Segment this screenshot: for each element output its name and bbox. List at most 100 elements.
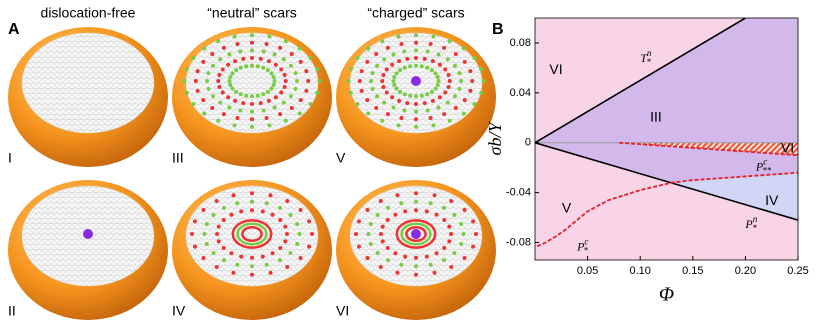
defect <box>462 255 467 260</box>
defect <box>375 63 380 68</box>
defect <box>431 123 436 128</box>
defect <box>239 254 244 259</box>
image-label: V <box>336 150 346 166</box>
column-title: “neutral” scars <box>207 5 296 21</box>
defect <box>414 255 418 260</box>
defect <box>260 209 265 214</box>
y-tick-label: 0.08 <box>510 37 531 49</box>
defect <box>414 272 418 277</box>
defect <box>414 199 418 204</box>
defect <box>273 95 278 100</box>
y-tick-label: -0.04 <box>506 187 531 199</box>
defect <box>386 205 391 210</box>
defect <box>434 212 439 217</box>
defect <box>385 45 390 50</box>
defect <box>433 71 438 76</box>
defect-ring <box>400 222 432 246</box>
defect <box>375 213 380 218</box>
defect <box>310 232 314 236</box>
defect <box>228 82 233 87</box>
defect <box>374 106 379 111</box>
defect <box>216 118 221 123</box>
defect <box>472 56 477 61</box>
defect <box>285 198 290 203</box>
defect <box>222 205 227 210</box>
defect <box>298 59 303 64</box>
defect <box>394 86 399 91</box>
defect <box>264 201 269 206</box>
defect <box>270 212 275 217</box>
defect <box>250 124 254 129</box>
image-label: VI <box>336 303 349 319</box>
y-axis-label: σb/Y <box>485 121 505 156</box>
defect <box>239 209 244 214</box>
defect <box>216 39 221 44</box>
region-label: III <box>650 108 662 124</box>
defect <box>244 93 249 98</box>
defect <box>288 250 293 255</box>
defect <box>266 98 271 103</box>
defect <box>235 262 240 267</box>
defect <box>390 95 395 100</box>
defect <box>359 69 364 74</box>
y-tick-label: 0 <box>525 137 531 149</box>
defect <box>266 59 271 64</box>
defect <box>270 251 275 256</box>
defect <box>272 52 277 57</box>
defect <box>385 218 390 223</box>
defect <box>271 82 276 87</box>
defect <box>365 98 370 103</box>
defect <box>425 49 430 54</box>
defect <box>279 67 284 72</box>
defect <box>432 270 437 275</box>
defect <box>210 51 215 56</box>
defect <box>425 92 430 97</box>
sphere-image: VI <box>336 180 496 320</box>
defect-ring <box>236 222 268 246</box>
defect <box>218 100 223 105</box>
defect <box>449 265 454 270</box>
defect <box>315 67 320 72</box>
defect <box>232 34 237 39</box>
curve-label: Pc * <box>576 237 588 256</box>
defect <box>214 198 219 203</box>
defect <box>264 115 269 120</box>
defect <box>217 73 222 78</box>
plot-frame <box>534 17 799 261</box>
series-line <box>535 18 746 144</box>
defect <box>425 108 430 113</box>
y-tick-label: 0.04 <box>510 87 531 99</box>
cap <box>21 32 155 134</box>
defect <box>297 111 302 116</box>
defect <box>441 205 446 210</box>
defect <box>357 79 362 83</box>
defect <box>435 75 440 80</box>
defect <box>241 56 246 61</box>
sphere-image: II <box>8 180 168 320</box>
defect <box>384 90 389 95</box>
defect <box>414 56 418 61</box>
defect <box>436 52 441 57</box>
defect <box>228 75 233 80</box>
series-line <box>535 141 798 221</box>
defect <box>419 93 424 98</box>
defect <box>230 71 235 76</box>
defect <box>215 232 219 236</box>
defect <box>414 94 418 99</box>
defect <box>380 118 385 123</box>
defect <box>211 250 216 255</box>
image-label: II <box>8 303 16 319</box>
image-label: I <box>8 150 12 166</box>
defect <box>282 73 287 78</box>
defect <box>382 100 387 105</box>
defect <box>279 90 284 95</box>
defect <box>355 101 360 106</box>
defect <box>397 59 402 64</box>
defect <box>457 86 462 91</box>
defect <box>234 68 239 73</box>
defect <box>268 270 273 275</box>
image-label: IV <box>172 303 186 319</box>
defect <box>432 193 437 198</box>
defect <box>285 232 289 236</box>
